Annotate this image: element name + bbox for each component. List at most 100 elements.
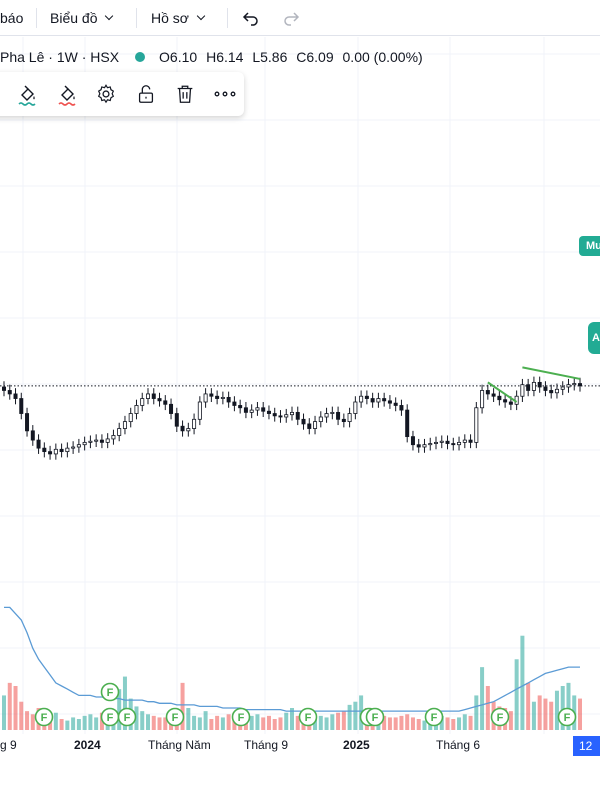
x-tick-label: Tháng 6 (436, 738, 481, 752)
candle-body (249, 409, 254, 413)
volume-bar (531, 701, 536, 730)
financial-event-marker-label: F (41, 712, 48, 724)
volume-bar (480, 667, 485, 730)
volume-bar (485, 686, 490, 730)
volume-bar (278, 717, 283, 730)
profile-menu-button[interactable]: Hồ sơ (151, 0, 206, 36)
buy-price-tag[interactable]: Mu (579, 236, 600, 256)
candle-body (485, 390, 490, 395)
undo-button[interactable] (241, 0, 261, 36)
candle-body (289, 411, 294, 416)
volume-bar (382, 715, 387, 730)
candle-body (295, 411, 300, 420)
volume-bar (65, 720, 70, 730)
volume-bar (25, 711, 30, 730)
candle-body (376, 398, 381, 403)
candle-body (53, 448, 58, 455)
volume-bar (163, 717, 168, 730)
candle-body (578, 383, 583, 387)
candle-body (543, 386, 548, 391)
symbol-title[interactable]: Pha Lê · 1W · HSX (0, 49, 120, 65)
volume-bar (474, 695, 479, 730)
candle-body (364, 395, 369, 399)
more-button[interactable] (213, 82, 237, 106)
financial-event-marker-label: F (238, 712, 245, 724)
candle-body (88, 440, 93, 443)
volume-bar (13, 686, 18, 730)
candle-body (560, 386, 565, 390)
volume-bar (549, 701, 554, 730)
settings-button[interactable] (94, 82, 118, 106)
candle-body (439, 440, 444, 443)
candle-body (94, 439, 99, 442)
financial-event-marker-label: F (431, 712, 438, 724)
volume-bar (146, 714, 150, 730)
volume-bar (122, 676, 127, 730)
price-chart[interactable]: FFFFFFFFFFFF (0, 37, 600, 737)
candle-body (42, 447, 47, 453)
time-axis[interactable]: g 9 2024 Tháng Năm Tháng 9 2025 Tháng 6 (0, 734, 600, 756)
financial-event-marker-label: F (124, 712, 131, 724)
candle-body (163, 400, 168, 405)
candle-body (566, 384, 571, 388)
volume-bar (318, 715, 323, 730)
last-price-tag[interactable]: A (588, 322, 600, 354)
volume-bar (336, 712, 341, 730)
financial-event-marker-label: F (172, 712, 179, 724)
candle-body (301, 418, 306, 425)
candle-body (531, 381, 536, 391)
candle-body (59, 448, 64, 453)
candle-body (410, 436, 415, 446)
candle-body (393, 402, 398, 406)
financial-event-marker-label: F (107, 712, 114, 724)
candle-body (174, 413, 179, 427)
volume-bar (330, 714, 335, 730)
volume-bar (422, 720, 427, 730)
fill-color-icon (58, 85, 76, 106)
volume-bar (53, 712, 58, 730)
delete-button[interactable] (173, 82, 197, 106)
x-tick-label: Tháng 9 (244, 738, 289, 752)
partial-menu-label[interactable]: báo (0, 10, 24, 26)
line-color-button[interactable] (16, 82, 40, 106)
candle-body (145, 393, 150, 399)
candle-body (341, 418, 346, 423)
volume-bar (140, 711, 145, 730)
volume-bar (226, 714, 231, 730)
candle-body (353, 401, 358, 414)
redo-button[interactable] (281, 0, 301, 36)
candle-body (255, 407, 260, 411)
candle-body (220, 396, 225, 399)
volume-bar (410, 717, 415, 730)
candle-body (134, 405, 139, 414)
financial-event-marker (490, 707, 510, 727)
profile-menu-label: Hồ sơ (151, 10, 189, 26)
volume-bar (151, 715, 156, 730)
candle-body (215, 395, 220, 399)
volume-bar (88, 714, 93, 730)
volume-bar (468, 715, 473, 730)
current-time-tag: 12 (573, 736, 600, 756)
settings-icon (97, 84, 115, 104)
financial-event-marker-label: F (497, 712, 504, 724)
top-toolbar: báo Biểu đồ Hồ sơ (0, 0, 600, 36)
lock-button[interactable] (134, 82, 158, 106)
x-tick-label: Tháng Năm (148, 738, 211, 752)
volume-bar (526, 682, 531, 730)
candle-body (526, 384, 531, 391)
x-tick-label: g 9 (0, 738, 17, 752)
candle-body (76, 444, 81, 448)
candle-body (307, 423, 312, 429)
candle-body (387, 400, 392, 404)
volume-bar (560, 686, 565, 730)
candle-body (416, 444, 421, 448)
chart-menu-button[interactable]: Biểu đồ (50, 0, 114, 36)
candle-body (243, 407, 248, 413)
volume-bar (30, 714, 35, 730)
toolbar-separator (36, 8, 37, 28)
fill-color-button[interactable] (56, 82, 80, 106)
volume-bar (324, 717, 329, 730)
candle-body (180, 425, 185, 432)
volume-bar (543, 698, 548, 730)
